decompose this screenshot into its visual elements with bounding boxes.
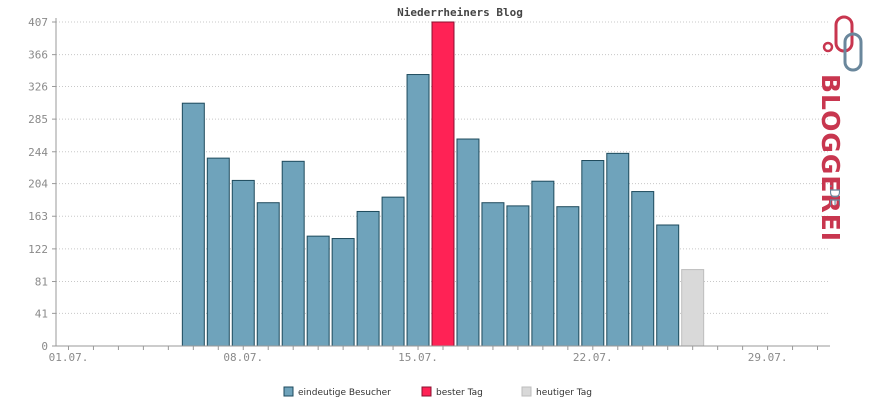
bar [181, 102, 205, 347]
x-tick-label: 22.07. [573, 351, 613, 364]
bar-today [681, 269, 705, 347]
legend-swatch-visitors [283, 386, 294, 397]
logo-text: BLOGGEREI [816, 74, 845, 242]
bar [556, 206, 580, 347]
x-tick-label: 29.07. [748, 351, 788, 364]
bar [606, 152, 630, 347]
y-tick-label: 366 [28, 49, 48, 62]
x-tick-label: 01.07. [49, 351, 89, 364]
bar [481, 202, 505, 347]
legend-label-best: bester Tag [436, 388, 483, 398]
y-axis-ticks: 0 41 81 122 163 204 244 285 326 366 407 [28, 16, 56, 353]
y-tick-label: 204 [28, 178, 48, 191]
bar-best-day [431, 21, 455, 347]
y-tick-label: 122 [28, 243, 48, 256]
bar [406, 74, 430, 347]
chart-title: Niederrheiners Blog [397, 6, 523, 19]
bar [281, 160, 305, 347]
legend: eindeutige Besucher bester Tag heutiger Ta… [283, 386, 592, 398]
legend-swatch-today [521, 386, 532, 397]
bars [181, 21, 705, 347]
x-tick-label: 15.07. [398, 351, 438, 364]
bar [506, 205, 530, 347]
y-tick-label: 244 [28, 146, 48, 159]
y-tick-label: 285 [28, 113, 48, 126]
x-axis-ticks: 01.07. 08.07. 15.07. 22.07. 29.07. [49, 346, 819, 364]
legend-swatch-best [421, 386, 432, 397]
logo-suffix: .DE [826, 184, 841, 206]
bar [206, 157, 230, 347]
legend-label-today: heutiger Tag [536, 388, 592, 398]
bar [306, 235, 330, 347]
logo-icon [822, 15, 863, 72]
y-tick-label: 0 [41, 340, 48, 353]
y-tick-label: 163 [28, 210, 48, 223]
bar [631, 191, 655, 347]
bar [531, 180, 555, 347]
y-tick-label: 326 [28, 80, 48, 93]
bar [581, 160, 605, 347]
y-tick-label: 41 [35, 307, 48, 320]
y-tick-label: 407 [28, 16, 48, 29]
legend-label-visitors: eindeutige Besucher [298, 388, 391, 398]
bar [656, 224, 680, 347]
bar [331, 238, 355, 347]
bar [356, 210, 380, 347]
x-tick-label: 08.07. [223, 351, 263, 364]
bar [381, 196, 405, 347]
bar [231, 179, 255, 347]
bar [256, 202, 280, 347]
bar [456, 138, 480, 347]
bloggerei-logo: BLOGGEREI .DE [816, 15, 863, 242]
y-tick-label: 81 [35, 276, 48, 289]
